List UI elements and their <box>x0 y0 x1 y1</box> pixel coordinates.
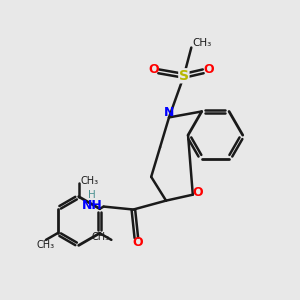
Text: CH₃: CH₃ <box>193 38 212 48</box>
Text: CH₃: CH₃ <box>80 176 99 186</box>
Text: N: N <box>164 106 174 118</box>
Text: O: O <box>193 186 203 199</box>
Text: O: O <box>203 63 214 76</box>
Text: O: O <box>148 63 159 76</box>
Text: O: O <box>133 236 143 249</box>
Text: CH₃: CH₃ <box>92 232 110 242</box>
Text: S: S <box>179 69 189 83</box>
Text: NH: NH <box>81 199 102 212</box>
Text: CH₃: CH₃ <box>37 240 55 250</box>
Text: H: H <box>88 190 96 200</box>
